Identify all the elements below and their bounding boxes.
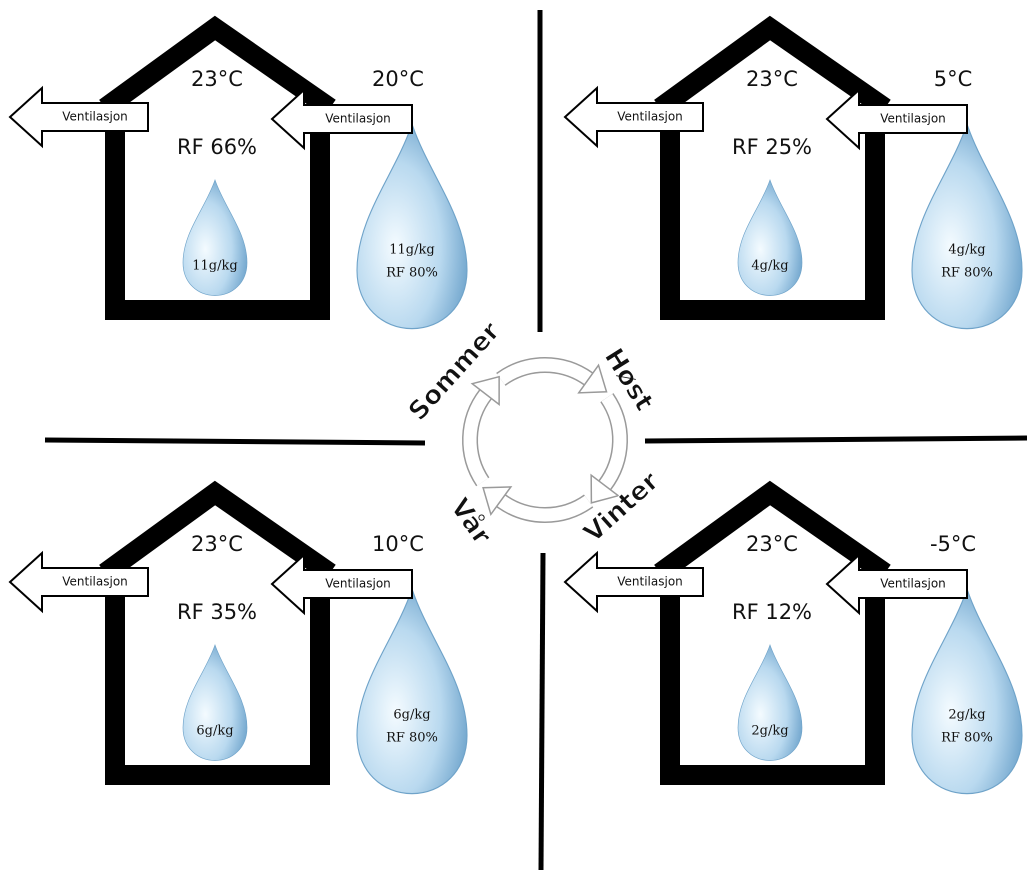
vent-label: Ventilasjon bbox=[880, 112, 946, 126]
outdoor-moisture: 2g/kg bbox=[948, 708, 985, 723]
vent-label: Ventilasjon bbox=[617, 110, 683, 124]
season-label: Sommer bbox=[403, 316, 507, 426]
cycle-arc-inner bbox=[497, 358, 593, 385]
vent-arrow bbox=[563, 85, 704, 149]
indoor-temp: 23°C bbox=[191, 67, 243, 91]
divider bbox=[644, 435, 1028, 444]
divider bbox=[538, 552, 546, 871]
indoor-temp: 23°C bbox=[191, 532, 243, 556]
water-drop bbox=[737, 179, 803, 296]
water-drop bbox=[356, 122, 468, 330]
indoor-temp: 23°C bbox=[746, 67, 798, 91]
cycle-arrowhead bbox=[590, 473, 620, 504]
house bbox=[654, 480, 891, 785]
water-drop bbox=[182, 179, 248, 296]
cycle-arc-inner bbox=[599, 393, 627, 490]
house bbox=[99, 15, 336, 320]
house bbox=[654, 15, 891, 320]
water-drop bbox=[737, 644, 803, 761]
outdoor-temp: -5°C bbox=[930, 532, 976, 556]
outdoor-rh: RF 80% bbox=[386, 731, 438, 746]
indoor-temp: 23°C bbox=[746, 532, 798, 556]
indoor-moisture: 4g/kg bbox=[751, 259, 788, 274]
dividers bbox=[44, 10, 1028, 871]
outdoor-moisture: 11g/kg bbox=[389, 243, 434, 258]
outdoor-rh: RF 80% bbox=[941, 731, 993, 746]
indoor-moisture: 11g/kg bbox=[192, 259, 237, 274]
indoor-rh: RF 66% bbox=[177, 135, 257, 159]
season-panel: 23°C RF 66% 20°C 11g/kg 11g/kg RF 80% Ventilas… bbox=[8, 15, 468, 330]
divider bbox=[44, 437, 426, 446]
vent-label: Ventilasjon bbox=[617, 575, 683, 589]
vent-label: Ventilasjon bbox=[325, 577, 391, 591]
cycle-arrowhead bbox=[470, 375, 500, 407]
outdoor-temp: 10°C bbox=[372, 532, 424, 556]
vent-arrow bbox=[8, 85, 149, 149]
outdoor-temp: 5°C bbox=[934, 67, 973, 91]
cycle-arrowhead bbox=[482, 486, 513, 517]
outdoor-moisture: 6g/kg bbox=[393, 708, 430, 723]
vent-label: Ventilasjon bbox=[62, 575, 128, 589]
indoor-moisture: 2g/kg bbox=[751, 724, 788, 739]
vent-arrow bbox=[563, 550, 704, 614]
season-panel: 23°C RF 35% 10°C 6g/kg 6g/kg RF 80% Ventilasjo… bbox=[8, 480, 468, 795]
vent-label: Ventilasjon bbox=[325, 112, 391, 126]
outdoor-moisture: 4g/kg bbox=[948, 243, 985, 258]
vent-arrow bbox=[270, 87, 413, 151]
water-drop bbox=[911, 122, 1023, 330]
indoor-rh: RF 35% bbox=[177, 600, 257, 624]
cycle-arc-inner bbox=[497, 495, 593, 522]
outdoor-rh: RF 80% bbox=[386, 266, 438, 281]
vent-arrow bbox=[8, 550, 149, 614]
house bbox=[99, 480, 336, 785]
vent-arrow bbox=[825, 87, 968, 151]
vent-label: Ventilasjon bbox=[880, 577, 946, 591]
outdoor-rh: RF 80% bbox=[941, 266, 993, 281]
water-drop bbox=[911, 587, 1023, 795]
indoor-rh: RF 12% bbox=[732, 600, 812, 624]
cycle-arrowhead bbox=[577, 363, 608, 394]
water-drop bbox=[182, 644, 248, 761]
season-panel: 23°C RF 12% -5°C 2g/kg 2g/kg RF 80% Ventilasjo… bbox=[563, 480, 1023, 795]
outdoor-temp: 20°C bbox=[372, 67, 424, 91]
season-panel: 23°C RF 25% 5°C 4g/kg 4g/kg RF 80% Ventilasjon… bbox=[563, 15, 1023, 330]
indoor-rh: RF 25% bbox=[732, 135, 812, 159]
cycle-arc-inner bbox=[463, 390, 491, 486]
vent-arrow bbox=[270, 552, 413, 616]
water-drop bbox=[356, 587, 468, 795]
indoor-moisture: 6g/kg bbox=[196, 724, 233, 739]
vent-arrow bbox=[825, 552, 968, 616]
vent-label: Ventilasjon bbox=[62, 110, 128, 124]
